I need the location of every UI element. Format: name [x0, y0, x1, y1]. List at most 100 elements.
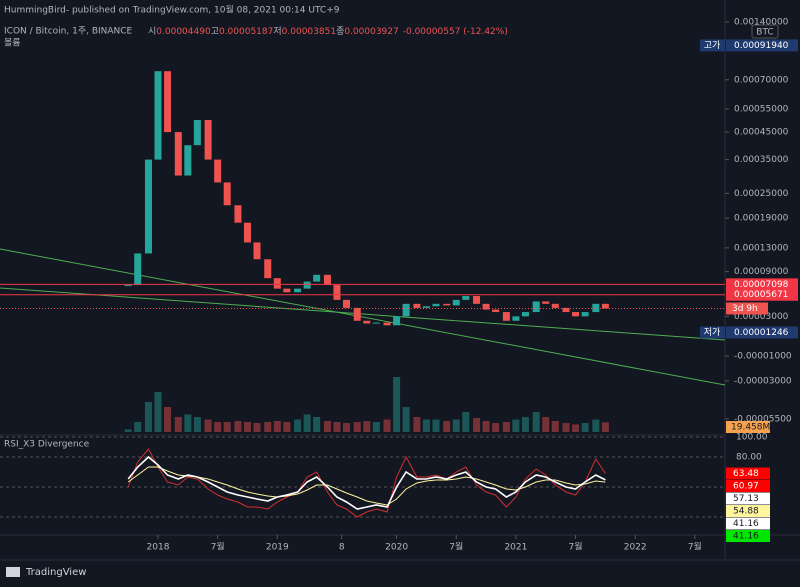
volume-bar: [592, 419, 600, 432]
volume-bar: [134, 422, 142, 432]
x-tick-label: 2021: [504, 543, 527, 553]
volume-bar: [303, 414, 311, 432]
y-tick-label: 0.00025000: [734, 189, 789, 199]
candle: [601, 303, 609, 309]
volume-bar: [164, 407, 172, 432]
high-tag: [726, 39, 798, 52]
level-tag: [726, 278, 798, 291]
x-tick-label: 7월: [569, 541, 583, 553]
candle: [521, 312, 529, 317]
low-key: 저가: [704, 327, 721, 338]
candle: [303, 281, 311, 289]
candle: [443, 303, 451, 306]
volume-bar: [473, 418, 481, 432]
volume-bar: [363, 421, 371, 432]
y-tick-label: 0.00009000: [734, 267, 789, 277]
rsi-tag: [726, 530, 770, 543]
x-tick-label: 7월: [449, 541, 463, 553]
volume-bar: [243, 422, 251, 432]
rsi-tag-label: 41.16: [733, 532, 759, 542]
volume-bar: [572, 424, 580, 432]
ohlc-value: 0.00003851: [282, 27, 336, 37]
volume-bar: [452, 419, 460, 432]
volume-bar: [482, 421, 490, 432]
y-tick-label: -0.00003000: [734, 376, 792, 386]
volume-bar: [124, 429, 132, 432]
candle: [223, 182, 231, 206]
volume-label: 볼륨: [4, 38, 21, 49]
candle: [413, 303, 421, 308]
rsi-line: [127, 455, 606, 510]
rsi-line: [127, 466, 606, 506]
volume-tag-label: 19.458M: [731, 423, 770, 433]
x-tick-label: 2018: [147, 543, 170, 553]
volume-bar: [443, 421, 451, 432]
ohlc-key: 저: [273, 26, 281, 37]
y-tick-label: 0.00003000: [734, 312, 789, 322]
rsi-tick-label: 80.00: [736, 453, 762, 463]
volume-bar: [432, 419, 440, 432]
candle: [551, 303, 559, 308]
candle: [592, 303, 600, 313]
volume-bar: [601, 422, 609, 432]
high-key: 고가: [704, 40, 721, 51]
candle: [313, 274, 321, 282]
x-tick-label: 2019: [266, 543, 289, 553]
ohlc-key: 종: [336, 26, 344, 37]
x-tick-label: 2022: [624, 543, 647, 553]
volume-bar: [214, 422, 222, 432]
symbol: ICON / Bitcoin, 1주, BINANCE: [4, 26, 133, 37]
currency-box: [751, 24, 779, 39]
candle: [473, 296, 481, 304]
candle: [393, 316, 401, 326]
candle: [134, 253, 142, 286]
ohlc-value: 0.00004490: [156, 27, 211, 37]
low-tag-label: 0.00001246: [734, 328, 789, 338]
trend-line: [0, 287, 726, 341]
rsi-tag-label: 57.13: [733, 494, 759, 504]
volume-bar: [283, 422, 291, 432]
candle: [184, 145, 192, 176]
ohlc: 시0.00004490고0.00005187저0.00003851종0.0000…: [148, 26, 508, 37]
candle: [502, 312, 510, 321]
candle: [342, 299, 350, 308]
brand: TradingView: [25, 567, 86, 578]
candle: [204, 120, 212, 160]
candle: [462, 296, 470, 300]
volume-bar: [551, 421, 559, 432]
candle: [144, 159, 152, 254]
candle: [333, 285, 341, 300]
candle: [174, 132, 182, 176]
y-tick-label: 0.00045000: [734, 128, 789, 138]
low-tag: [726, 326, 798, 339]
volume-bar: [542, 417, 550, 432]
y-tick-label: 0.00070000: [734, 75, 789, 85]
volume-bar: [462, 412, 470, 432]
candle: [164, 71, 172, 133]
candle: [383, 322, 391, 326]
x-tick-label: 8: [339, 543, 345, 553]
rsi-tag-label: 60.97: [733, 482, 759, 492]
candle: [572, 312, 580, 317]
level-tag-label: 0.00005671: [734, 290, 788, 300]
volume-bar: [581, 423, 589, 432]
volume-bar: [413, 417, 421, 432]
volume-bar: [323, 421, 331, 432]
rsi-tag-label: 54.88: [733, 507, 759, 517]
candle: [562, 307, 570, 313]
x-tick-label: 7월: [688, 541, 702, 553]
candle: [542, 301, 550, 304]
plot: [124, 71, 609, 432]
y-tick-label: -0.00005500: [734, 415, 792, 425]
volume-bar: [402, 407, 410, 432]
volume-bar: [562, 423, 570, 432]
trend-line: [0, 248, 726, 386]
candle: [214, 159, 222, 183]
ohlc-value: 0.00005187: [219, 27, 273, 37]
rsi-tag: [726, 492, 770, 505]
volume-bar: [253, 423, 261, 432]
volume-bar: [353, 422, 361, 432]
candle: [124, 285, 132, 287]
